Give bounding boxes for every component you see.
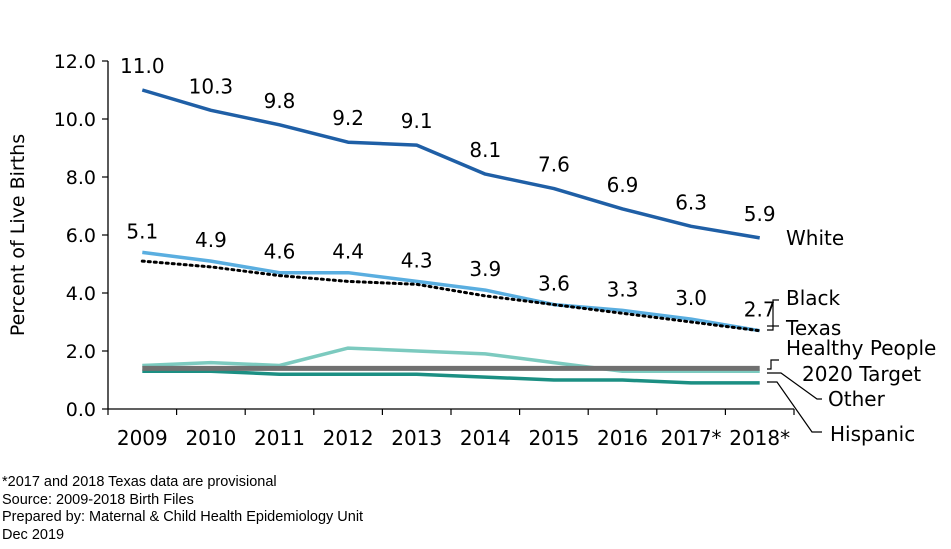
provisional-note: *2017 and 2018 Texas data are provisiona…	[2, 474, 277, 490]
x-tick-label: 2017*	[661, 426, 722, 450]
label-leader-healthy-people	[767, 359, 779, 370]
y-tick-label: 10.0	[54, 109, 96, 131]
data-label-white: 9.8	[264, 89, 296, 113]
x-tick-label: 2009	[117, 426, 168, 450]
data-label-texas: 3.9	[469, 257, 501, 281]
y-tick-label: 4.0	[66, 283, 96, 305]
data-label-white: 6.9	[607, 173, 639, 197]
series-lines	[140, 88, 762, 385]
data-label-texas: 5.1	[126, 219, 158, 243]
x-tick-label: 2011	[254, 426, 305, 450]
x-tick-label: 2016	[597, 426, 648, 450]
x-tick-label: 2013	[391, 426, 442, 450]
data-label-white: 10.3	[189, 74, 234, 98]
label-leader-black	[767, 299, 779, 331]
y-tick-label: 6.0	[66, 225, 96, 247]
data-label-white: 8.1	[469, 138, 501, 162]
chart-axes: 0.0 2.0 4.0 6.0 8.0 10.0 12.0 2009 2010 2011 2012 2…	[7, 51, 795, 450]
x-tick-label: 2018*	[729, 426, 790, 450]
y-tick-label: 2.0	[66, 341, 96, 363]
data-label-white: 11.0	[120, 54, 165, 78]
series-line-other	[142, 346, 760, 374]
y-tick-label: 0.0	[66, 399, 96, 421]
data-label-white: 6.3	[675, 190, 707, 214]
label-leader-other	[767, 372, 822, 400]
data-label-texas: 4.3	[401, 248, 433, 272]
series-line-hispanic	[142, 369, 760, 385]
y-axis-title: Percent of Live Births	[7, 134, 29, 336]
data-labels: 11.0 10.3 9.8 9.2 9.1 8.1 7.6 6.9 6.3 5.9 5.1 4.9 4.…	[120, 54, 776, 322]
series-line-white	[141, 88, 760, 240]
x-tick-label: 2014	[460, 426, 511, 450]
data-label-texas: 4.4	[332, 240, 364, 264]
data-label-white: 9.2	[332, 106, 364, 130]
x-tick-label: 2015	[528, 426, 579, 450]
series-label-hispanic: Hispanic	[830, 422, 915, 446]
series-line-black	[142, 250, 760, 333]
data-label-texas: 4.6	[264, 240, 296, 264]
series-label-texas: Texas	[785, 316, 841, 340]
source-note: Source: 2009-2018 Birth Files	[2, 491, 194, 508]
series-label-black: Black	[786, 286, 841, 310]
series-label-white: White	[786, 226, 844, 250]
data-label-white: 5.9	[744, 202, 776, 226]
series-label-healthy-people-line1: Healthy People	[786, 336, 936, 360]
x-tick-label: 2010	[185, 426, 236, 450]
data-label-texas: 3.3	[607, 277, 639, 301]
label-leader-hispanic	[767, 381, 822, 433]
prepared-by-note: Prepared by: Maternal & Child Health Epi…	[2, 509, 364, 525]
data-label-texas: 4.9	[195, 228, 227, 252]
x-tick-label: 2012	[323, 426, 374, 450]
data-label-white: 7.6	[538, 153, 570, 177]
series-label-healthy-people-line2: 2020 Target	[802, 362, 921, 386]
chart-footer: *2017 and 2018 Texas data are provisiona…	[2, 474, 363, 544]
date-note: Dec 2019	[2, 526, 65, 543]
y-tick-label: 12.0	[54, 51, 96, 73]
line-chart: 0.0 2.0 4.0 6.0 8.0 10.0 12.0 2009 2010 2011 2012 2…	[7, 51, 936, 450]
data-label-white: 9.1	[401, 109, 433, 133]
data-label-texas: 3.0	[675, 286, 707, 310]
data-label-texas: 3.6	[538, 272, 570, 296]
series-label-other: Other	[828, 387, 886, 411]
data-label-texas: 2.7	[744, 298, 776, 322]
series-labels: White Black Texas Healthy People 2020 Ta…	[767, 226, 936, 446]
y-tick-label: 8.0	[66, 167, 96, 189]
series-line-texas	[140, 259, 762, 333]
